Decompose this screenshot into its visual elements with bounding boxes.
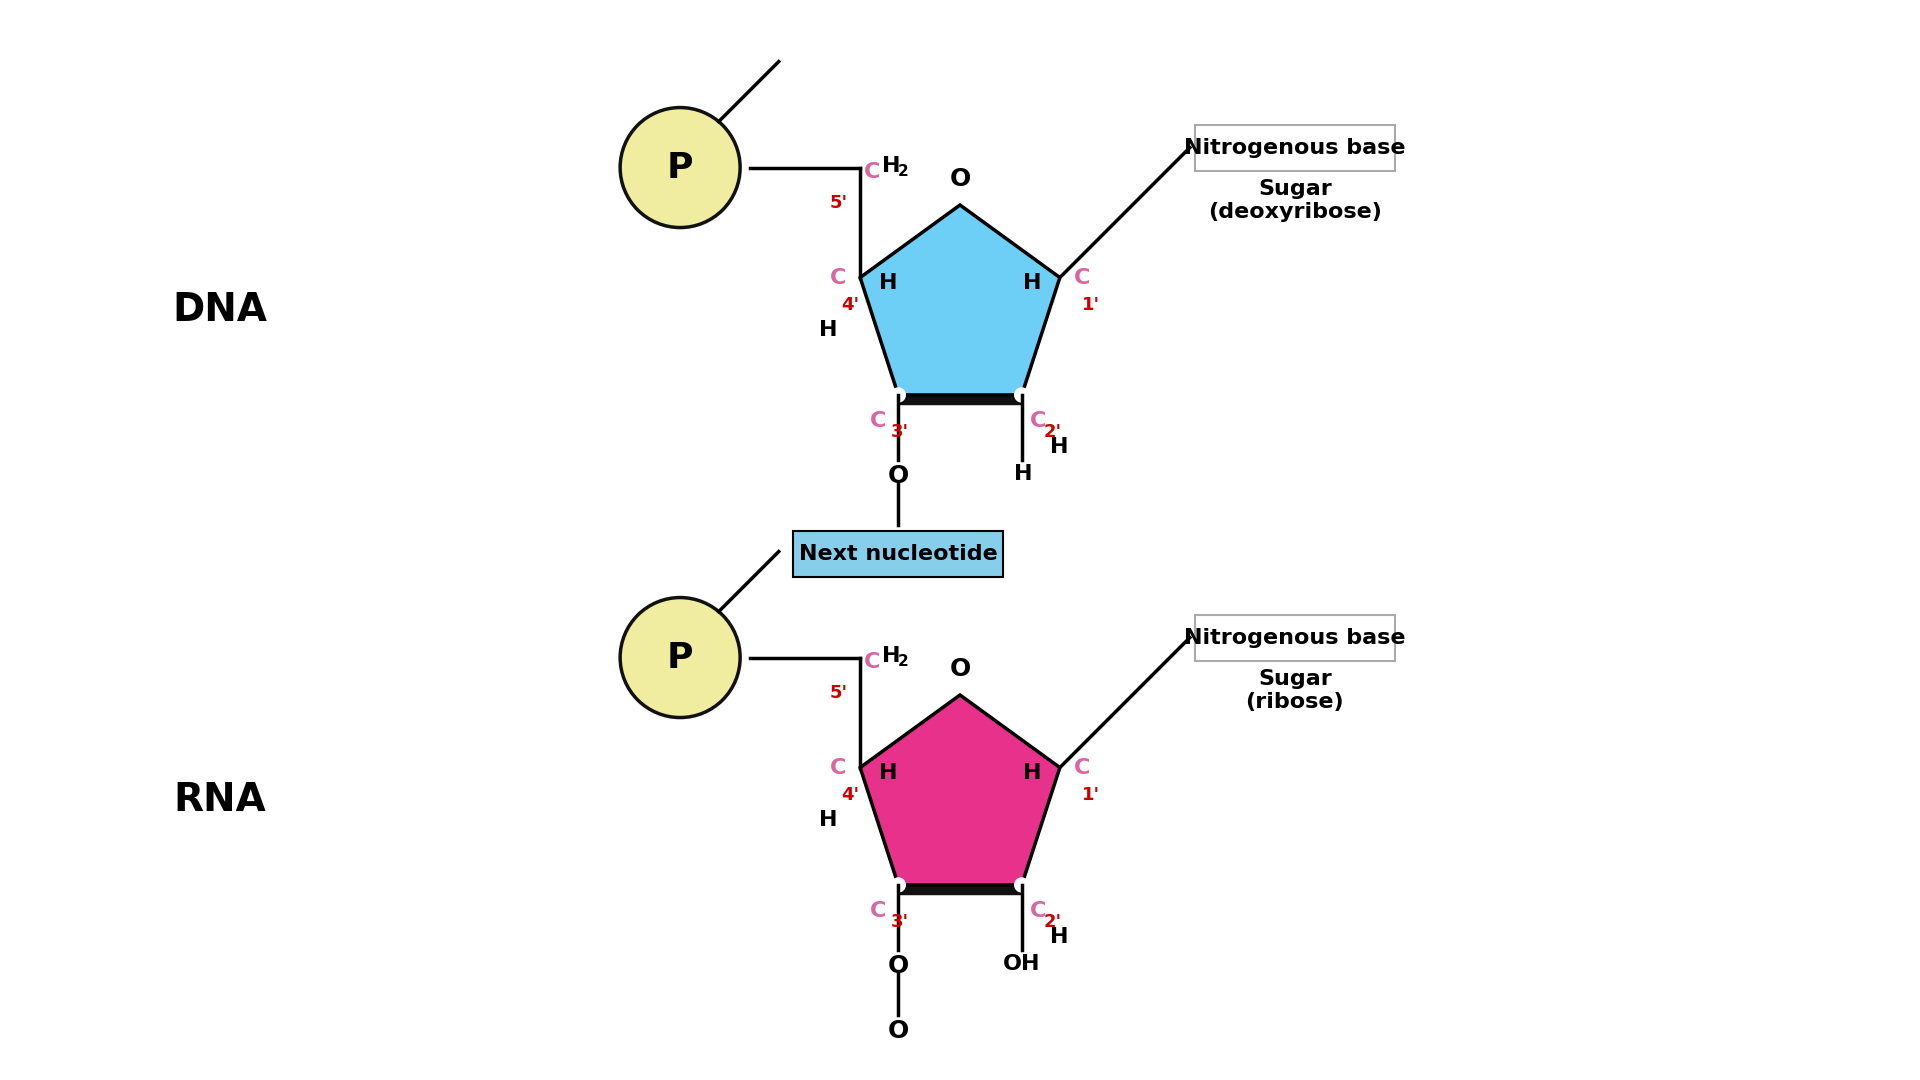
Text: H: H (879, 762, 897, 783)
FancyBboxPatch shape (1194, 615, 1394, 661)
Text: DNA: DNA (173, 291, 267, 329)
Text: Nitrogenous base: Nitrogenous base (1185, 137, 1405, 158)
Text: OH: OH (1002, 954, 1041, 974)
Text: C: C (1029, 901, 1046, 921)
Text: 2: 2 (899, 654, 908, 669)
Circle shape (1014, 388, 1029, 402)
Text: H: H (881, 156, 900, 176)
Text: C: C (1073, 268, 1091, 287)
Text: 3': 3' (891, 913, 910, 931)
Text: C: C (829, 268, 847, 287)
Text: Next nucleotide: Next nucleotide (799, 544, 998, 564)
Circle shape (891, 388, 906, 402)
Text: 2: 2 (899, 164, 908, 179)
Text: 4': 4' (841, 785, 860, 804)
Text: H: H (1050, 927, 1069, 947)
Text: C: C (1073, 757, 1091, 778)
Text: 5': 5' (829, 193, 849, 212)
Text: C: C (870, 901, 887, 921)
Text: H: H (881, 646, 900, 665)
FancyBboxPatch shape (793, 531, 1004, 577)
Text: H: H (879, 272, 897, 293)
Text: C: C (829, 757, 847, 778)
Text: C: C (1029, 411, 1046, 431)
Text: O: O (948, 167, 972, 191)
Text: P: P (666, 150, 693, 185)
Text: H: H (1023, 272, 1041, 293)
Text: C: C (864, 651, 881, 672)
Text: O: O (887, 464, 908, 488)
Text: H: H (820, 810, 837, 829)
Text: C: C (870, 411, 887, 431)
Text: P: P (666, 640, 693, 675)
Text: H: H (1050, 437, 1069, 457)
Text: 1': 1' (1081, 296, 1100, 313)
Text: Nitrogenous base: Nitrogenous base (1185, 627, 1405, 648)
Circle shape (1014, 878, 1029, 892)
Circle shape (891, 878, 906, 892)
Text: O: O (887, 1018, 908, 1043)
Text: Sugar
(deoxyribose): Sugar (deoxyribose) (1208, 178, 1382, 221)
Polygon shape (860, 205, 1060, 395)
FancyBboxPatch shape (1194, 124, 1394, 171)
Text: 4': 4' (841, 296, 860, 313)
Text: 2': 2' (1044, 913, 1062, 931)
Circle shape (620, 108, 739, 228)
Text: RNA: RNA (173, 781, 267, 819)
Text: H: H (1023, 762, 1041, 783)
Text: H: H (820, 320, 837, 339)
Text: 3': 3' (891, 423, 910, 441)
Text: Sugar
(ribose): Sugar (ribose) (1246, 669, 1344, 712)
Text: C: C (864, 162, 881, 181)
Text: 5': 5' (829, 684, 849, 702)
Text: 1': 1' (1081, 785, 1100, 804)
Text: H: H (1014, 464, 1033, 484)
Circle shape (620, 597, 739, 717)
Text: O: O (948, 657, 972, 681)
Text: O: O (887, 954, 908, 978)
Text: 2': 2' (1044, 423, 1062, 441)
Polygon shape (860, 696, 1060, 885)
